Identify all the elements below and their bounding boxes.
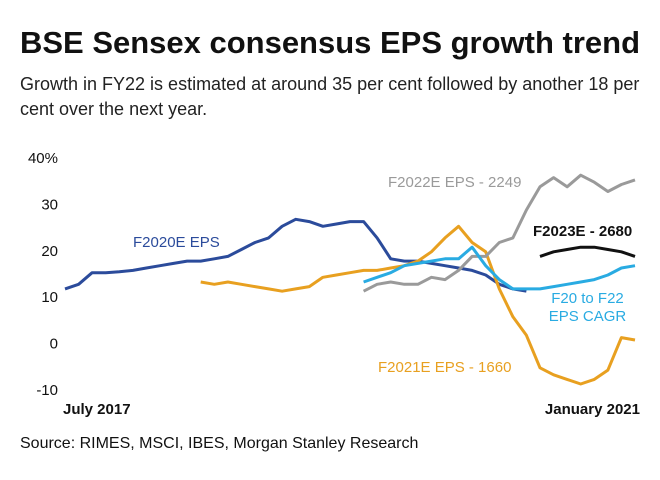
- y-tick-label: 0: [50, 336, 58, 353]
- y-tick-label: 10: [41, 289, 58, 306]
- series-label: F20 to F22 EPS CAGR: [548, 290, 627, 325]
- series-label: F2021E EPS - 1660: [378, 359, 511, 376]
- y-tick-label: -10: [36, 382, 58, 399]
- series-label: F2023E - 2680: [533, 223, 632, 240]
- series-line: [539, 245, 636, 258]
- series-label-box: F20 to F22 EPS CAGR: [548, 290, 627, 325]
- chart-subtitle: Growth in FY22 is estimated at around 35…: [20, 74, 640, 119]
- y-tick-label: 30: [41, 196, 58, 213]
- chart-title: BSE Sensex consensus EPS growth trend: [20, 25, 640, 60]
- x-tick-label: July 2017: [63, 401, 131, 418]
- source: Source: RIMES, MSCI, IBES, Morgan Stanle…: [20, 435, 418, 452]
- series-label: F2022E EPS - 2249: [388, 174, 521, 191]
- series-label: F2020E EPS: [133, 234, 220, 251]
- subtitle-box: Growth in FY22 is estimated at around 35…: [20, 74, 640, 119]
- series-line: [362, 173, 636, 293]
- series-line: [64, 217, 527, 293]
- series-line: [200, 224, 636, 386]
- series-line: [363, 245, 636, 291]
- y-tick-label: 20: [41, 243, 58, 260]
- x-tick-label: January 2021: [545, 401, 640, 418]
- y-tick-label: 40%: [28, 150, 58, 167]
